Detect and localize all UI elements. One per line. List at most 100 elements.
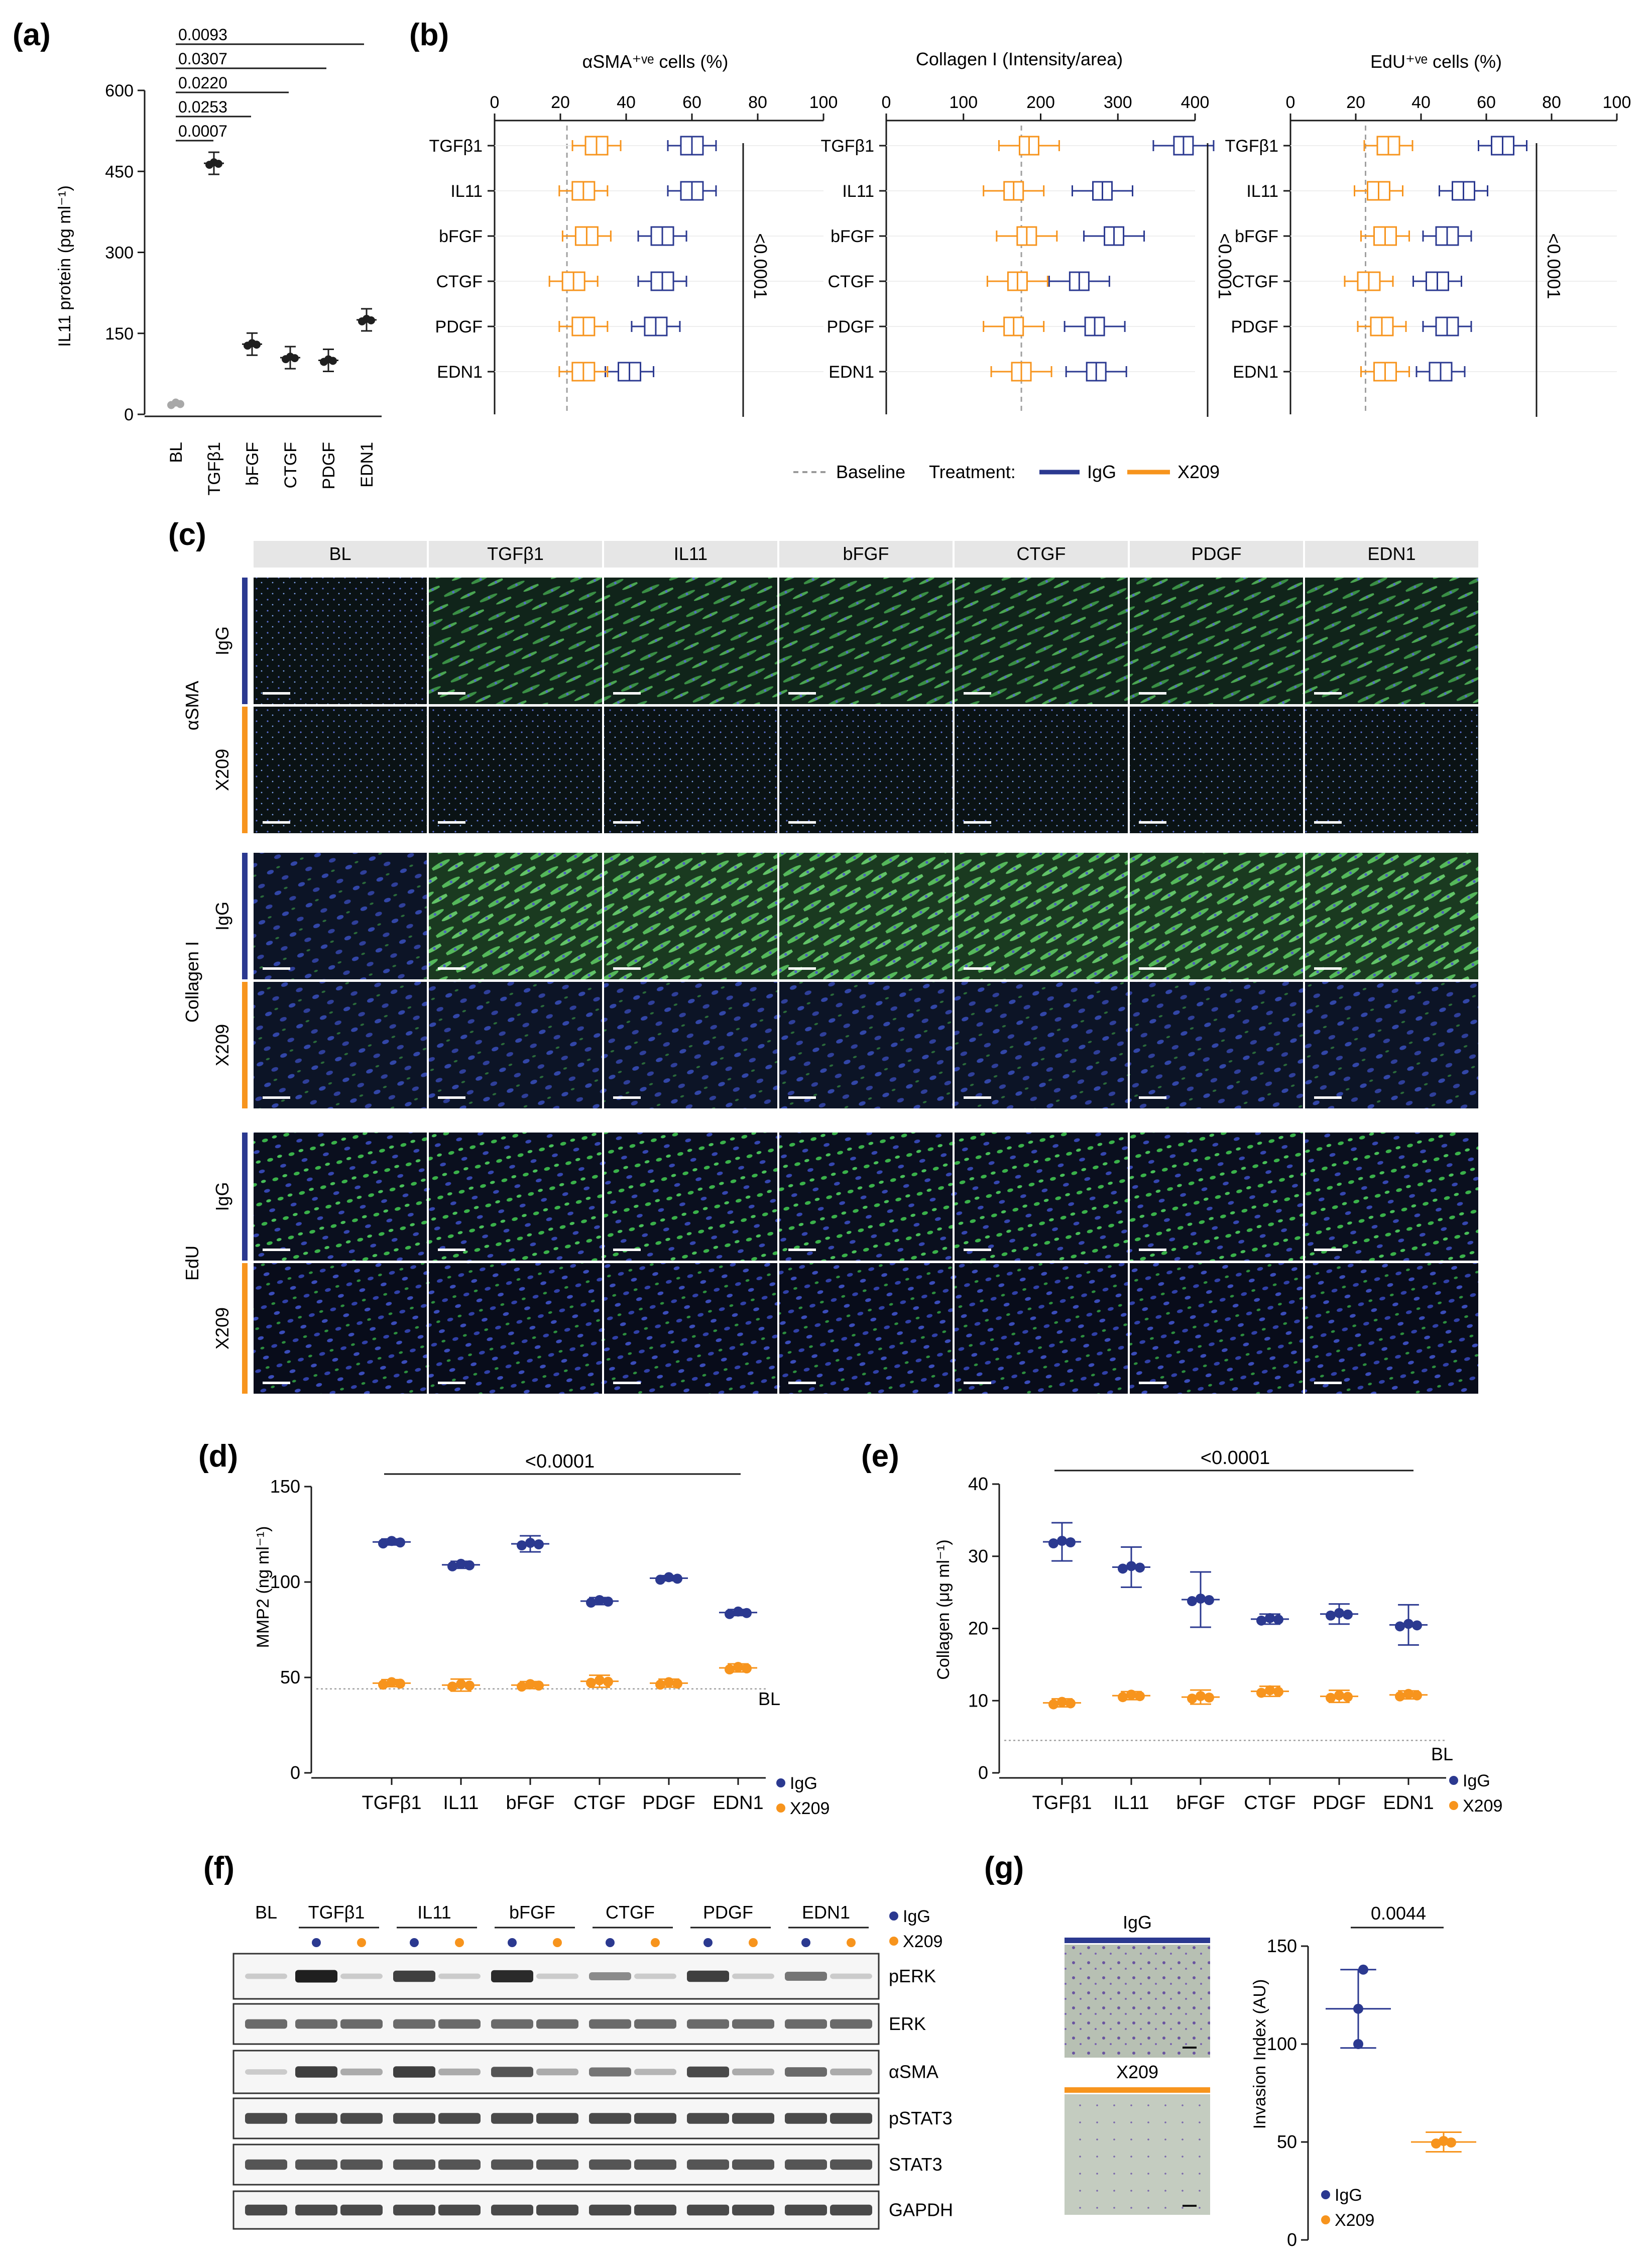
blot-band	[830, 1973, 872, 1979]
blot-igg-marker	[801, 1938, 810, 1947]
scale-bar	[263, 1096, 290, 1099]
micrograph	[779, 1263, 953, 1394]
micrograph	[254, 1263, 427, 1394]
panelE-point	[1126, 1561, 1136, 1571]
panelD-point	[464, 1680, 475, 1691]
panelD-ytick-label: 100	[270, 1571, 300, 1592]
panelD-xtick-label: EDN1	[713, 1792, 763, 1814]
blot-band	[687, 2204, 729, 2216]
scale-bar	[613, 1382, 641, 1384]
scale-bar	[1139, 1249, 1166, 1251]
blot-band	[295, 1970, 337, 1983]
treatment-label: X209	[212, 1307, 232, 1349]
micrograph	[604, 1133, 777, 1261]
blot-band	[438, 2204, 481, 2216]
blot-band	[295, 2113, 337, 2124]
blot-band	[785, 2204, 827, 2216]
panel-g-point	[1353, 2003, 1363, 2014]
panel-c-column-label: EDN1	[1367, 543, 1415, 564]
stain-group-label: EdU	[182, 1246, 202, 1281]
scale-bar	[438, 1382, 465, 1384]
panel-b-xtick-label: 80	[1542, 93, 1561, 112]
panelD-legend-x209-marker	[776, 1803, 785, 1813]
blot-band	[536, 1973, 578, 1979]
micrograph	[1305, 982, 1478, 1108]
micrograph	[254, 1133, 427, 1261]
panel-a-ytick-label: 600	[105, 81, 134, 100]
panelE-point	[1256, 1687, 1266, 1698]
scale-bar	[613, 692, 641, 695]
blot-band	[438, 2113, 481, 2124]
panelE-xtick-label: bFGF	[1176, 1792, 1225, 1814]
panelD-baseline-label: BL	[758, 1688, 780, 1709]
scale-bar	[964, 692, 991, 695]
blot-band	[634, 1973, 676, 1979]
panelD-point	[447, 1681, 457, 1692]
panel-a-xtick-label: EDN1	[358, 442, 377, 488]
panel-b-xtick-label: 400	[1181, 93, 1210, 112]
panelE-point	[1126, 1689, 1136, 1700]
panelD-xtick-label: PDGF	[642, 1792, 695, 1814]
panel-b-row-label: PDGF	[827, 317, 874, 336]
blot-group-label: IL11	[417, 1902, 451, 1923]
panel-a-point	[176, 400, 184, 408]
panelD-xtick-label: CTGF	[573, 1792, 625, 1814]
blot-legend-x209: X209	[903, 1932, 942, 1951]
blot-x209-marker	[553, 1938, 562, 1947]
panel-d-pvalue: <0.0001	[525, 1451, 595, 1472]
panel-b-xtick-label: 100	[949, 93, 978, 112]
panelD-point	[517, 1681, 527, 1692]
micrograph	[604, 578, 777, 704]
blot-band	[340, 2019, 383, 2029]
panel-a-ytick-label: 150	[105, 324, 134, 344]
panel-b-row-label: EDN1	[437, 363, 483, 382]
panelE-legend-igg-marker	[1449, 1776, 1458, 1785]
panel-b-row-label: bFGF	[831, 227, 874, 246]
panelE-legend-x209-marker	[1449, 1801, 1458, 1810]
panelD-point	[664, 1677, 674, 1687]
panel-c-column-header	[955, 541, 1128, 568]
blot-x209-marker	[749, 1938, 758, 1947]
panel-b-xtick-label: 100	[1603, 93, 1631, 112]
scale-bar	[1314, 692, 1342, 695]
panelE-point	[1118, 1563, 1128, 1574]
panelE-ytick-label: 20	[968, 1618, 988, 1639]
panel-c-column-header	[254, 541, 427, 568]
micrograph	[1305, 1263, 1478, 1394]
panel-a-pvalue: 0.0253	[178, 98, 227, 116]
blot-band	[245, 2204, 287, 2216]
blot-igg-marker	[703, 1938, 713, 1947]
panelD-point	[464, 1560, 475, 1570]
panelD-ytick-label: 150	[270, 1476, 300, 1497]
panel-g: IgG X209 Invasion Index (AU) 0.0044 0 50 1…	[1065, 1903, 1476, 2250]
treatment-label: IgG	[212, 626, 232, 655]
micrograph	[955, 578, 1128, 704]
panelD-point	[378, 1679, 388, 1690]
blot-igg-marker	[312, 1938, 321, 1947]
panelD-point	[664, 1572, 674, 1583]
panel-g-label-igg: IgG	[1123, 1912, 1152, 1933]
panelD-point	[456, 1558, 466, 1569]
panelD-point	[525, 1538, 535, 1548]
panelE-point	[1256, 1615, 1266, 1626]
blot-band	[438, 1973, 481, 1979]
stain-group-label: Collagen I	[182, 941, 202, 1023]
panelE-point	[1265, 1613, 1275, 1623]
panel-b-row-label: TGFβ1	[429, 137, 483, 156]
blot-band	[295, 2159, 337, 2170]
scale-bar	[438, 692, 465, 695]
panelD-point	[725, 1664, 735, 1674]
panel-a-xtick-label: CTGF	[281, 442, 300, 489]
panel-b-row-label: PDGF	[1231, 317, 1278, 336]
micrograph	[1130, 707, 1303, 833]
panel-a-point	[367, 316, 375, 324]
blot-band	[393, 1970, 435, 1982]
scale-bar	[438, 1096, 465, 1099]
blot-band	[732, 2204, 774, 2216]
micrograph	[604, 982, 777, 1108]
micrograph	[429, 982, 602, 1108]
scale-bar	[438, 1249, 465, 1251]
panel-b-row-label: CTGF	[1232, 272, 1278, 291]
panel-a-point	[291, 354, 299, 363]
